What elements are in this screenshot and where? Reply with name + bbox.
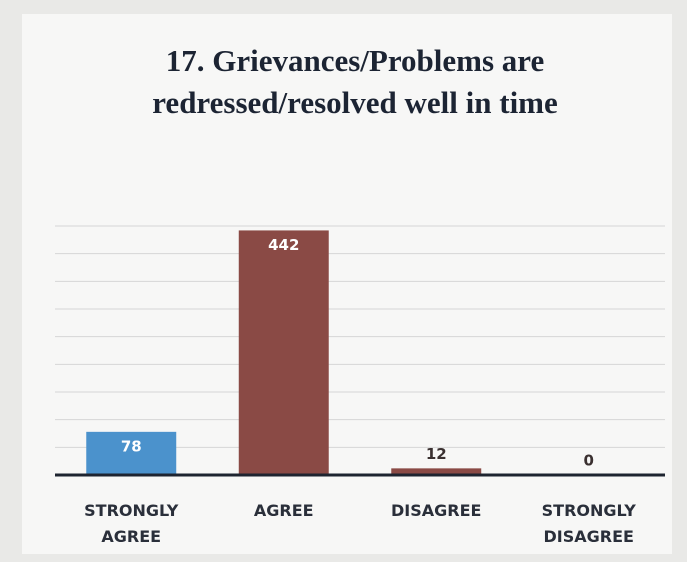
- data-label: 442: [268, 236, 299, 254]
- bar: [391, 468, 482, 475]
- x-tick-label: STRONGLY AGREE: [84, 501, 179, 546]
- data-label: 78: [121, 437, 142, 455]
- bar: [238, 230, 329, 475]
- data-label: 0: [584, 452, 594, 470]
- x-tick-label: DISAGREE: [391, 501, 482, 520]
- x-tick-label: AGREE: [253, 501, 314, 520]
- bar: [86, 431, 177, 475]
- chart-title: 17. Grievances/Problems are redressed/re…: [152, 43, 558, 120]
- data-label: 12: [426, 445, 447, 463]
- x-tick-label: STRONGLY DISAGREE: [541, 501, 636, 546]
